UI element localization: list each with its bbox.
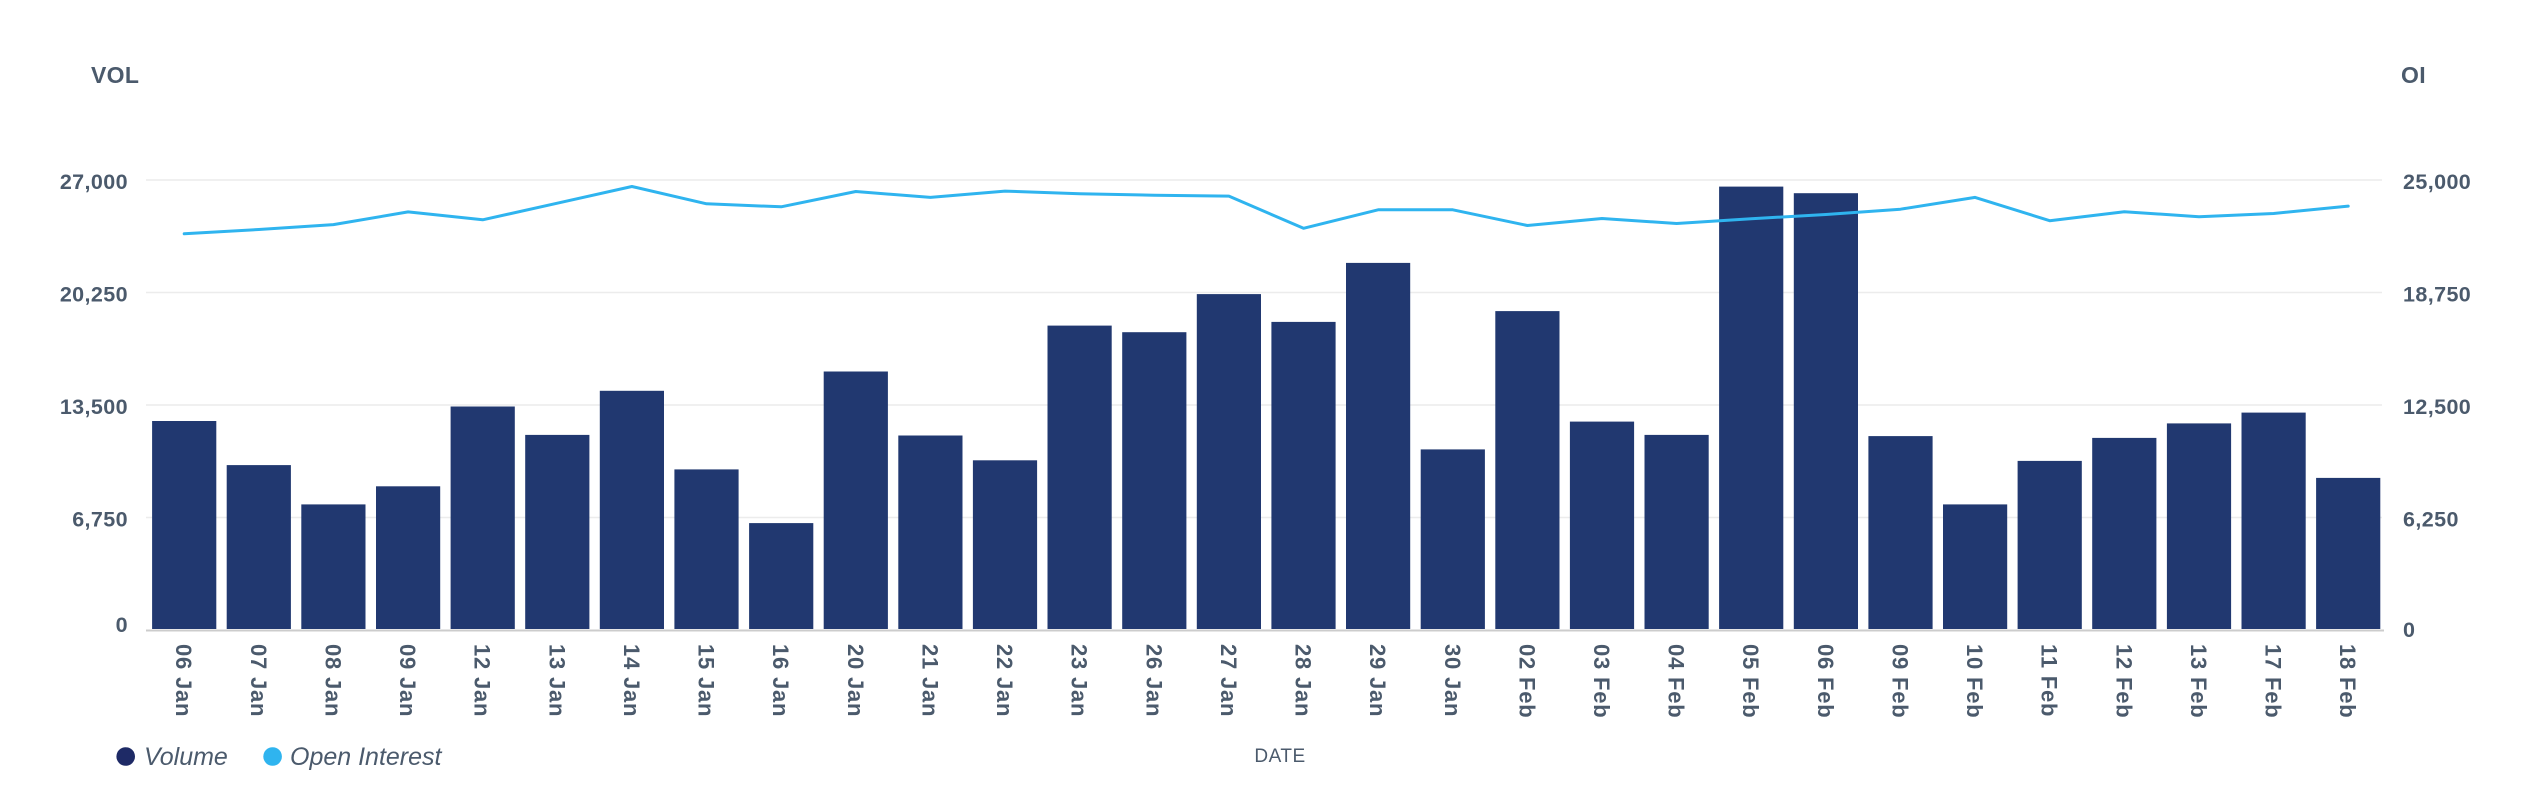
svg-text:14 Jan: 14 Jan xyxy=(619,644,644,717)
svg-text:18,750: 18,750 xyxy=(2403,283,2471,307)
svg-text:DATE: DATE xyxy=(1254,746,1305,767)
svg-text:16 Jan: 16 Jan xyxy=(768,644,793,717)
svg-text:0: 0 xyxy=(2403,618,2415,642)
svg-text:20 Jan: 20 Jan xyxy=(843,644,868,717)
svg-text:07 Jan: 07 Jan xyxy=(246,644,271,717)
svg-text:29 Jan: 29 Jan xyxy=(1365,644,1390,717)
svg-text:03 Feb: 03 Feb xyxy=(1589,644,1614,719)
svg-text:0: 0 xyxy=(116,613,128,637)
svg-text:12,500: 12,500 xyxy=(2403,395,2471,419)
svg-text:30 Jan: 30 Jan xyxy=(1440,644,1465,717)
svg-text:Volume: Volume xyxy=(144,743,228,771)
svg-text:Open Interest: Open Interest xyxy=(290,743,443,771)
svg-text:09 Feb: 09 Feb xyxy=(1888,644,1913,719)
svg-text:21 Jan: 21 Jan xyxy=(917,644,942,717)
svg-text:26 Jan: 26 Jan xyxy=(1141,644,1166,717)
svg-text:17 Feb: 17 Feb xyxy=(2261,644,2286,719)
svg-text:13 Feb: 13 Feb xyxy=(2186,644,2211,719)
svg-text:13 Jan: 13 Jan xyxy=(544,644,569,717)
svg-text:22 Jan: 22 Jan xyxy=(992,644,1017,717)
svg-text:06 Feb: 06 Feb xyxy=(1813,644,1838,719)
svg-text:08 Jan: 08 Jan xyxy=(320,644,345,717)
svg-text:06 Jan: 06 Jan xyxy=(171,644,196,717)
svg-text:25,000: 25,000 xyxy=(2403,170,2471,194)
svg-text:11 Feb: 11 Feb xyxy=(2037,644,2062,717)
svg-text:VOL: VOL xyxy=(91,62,139,88)
svg-text:28 Jan: 28 Jan xyxy=(1291,644,1316,717)
svg-text:02 Feb: 02 Feb xyxy=(1514,644,1539,719)
svg-text:18 Feb: 18 Feb xyxy=(2335,644,2360,719)
svg-text:27 Jan: 27 Jan xyxy=(1216,644,1241,717)
svg-text:6,750: 6,750 xyxy=(72,508,128,532)
svg-text:09 Jan: 09 Jan xyxy=(395,644,420,717)
svg-text:6,250: 6,250 xyxy=(2403,508,2459,532)
svg-text:13,500: 13,500 xyxy=(60,395,128,419)
svg-text:OI: OI xyxy=(2401,62,2426,88)
svg-text:27,000: 27,000 xyxy=(60,170,128,194)
svg-text:20,250: 20,250 xyxy=(60,283,128,307)
svg-text:12 Jan: 12 Jan xyxy=(470,644,495,717)
svg-text:23 Jan: 23 Jan xyxy=(1067,644,1092,717)
svg-text:04 Feb: 04 Feb xyxy=(1664,644,1689,719)
svg-text:12 Feb: 12 Feb xyxy=(2111,644,2136,719)
svg-text:15 Jan: 15 Jan xyxy=(694,644,719,717)
svg-text:10 Feb: 10 Feb xyxy=(1962,644,1987,719)
svg-text:05 Feb: 05 Feb xyxy=(1738,644,1763,719)
